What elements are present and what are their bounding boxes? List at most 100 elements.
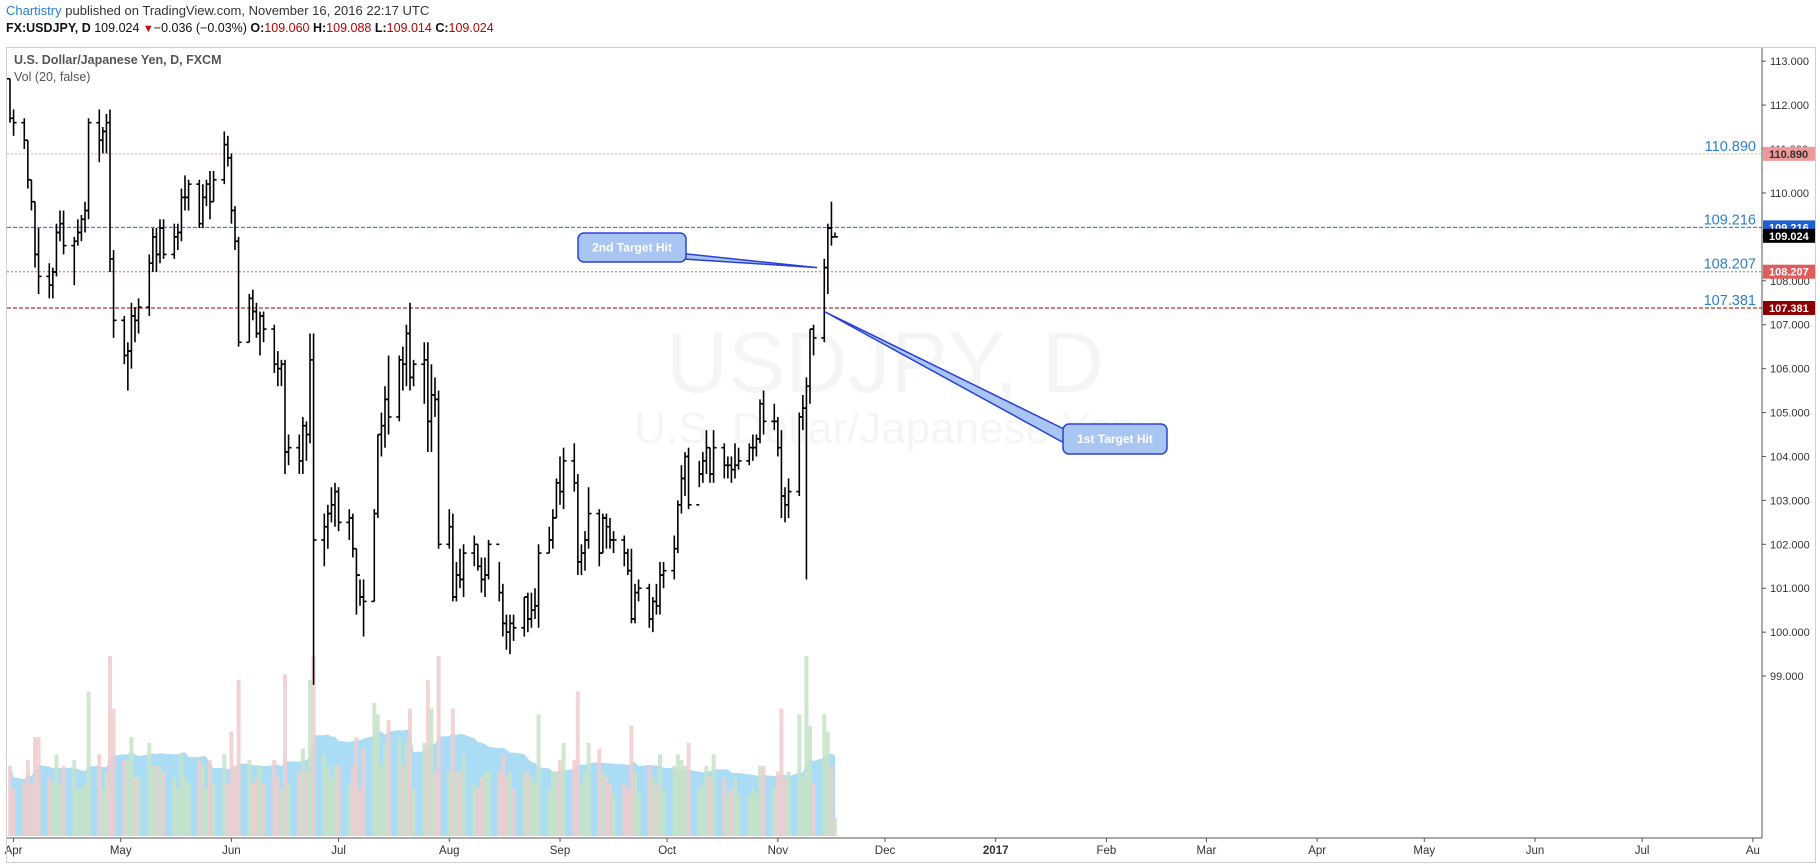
ohlc-bar [428, 364, 435, 453]
volume-bar [383, 742, 387, 836]
legend-volume: Vol (20, false) [14, 70, 90, 84]
ohlc-bar [810, 324, 817, 356]
price-tick-label: 101.000 [1770, 583, 1810, 595]
volume-bar [625, 788, 630, 836]
price-axis[interactable]: 99.000 100.000 101.000 102.000 103.000 104.00… [1761, 47, 1816, 863]
time-tick-label: Apr [5, 845, 23, 857]
callout-text: 2nd Target Hit [592, 241, 672, 255]
ohlc-bar [310, 333, 317, 685]
publish-text: published on TradingView.com, November 1… [65, 3, 430, 18]
ohlc-bar [307, 333, 313, 444]
ohlc-bar [232, 206, 238, 251]
volume-bar [58, 782, 62, 836]
ohlc-bar [171, 223, 178, 259]
volume-bar [354, 737, 359, 836]
volume-bar [275, 777, 280, 836]
volume-bar [172, 777, 177, 836]
volume-bar [397, 737, 402, 836]
ohlc-bar [357, 574, 363, 606]
volume-bar [779, 708, 784, 836]
ohlc-bar [132, 307, 138, 343]
volume-bar [475, 788, 480, 836]
ohlc-bar [235, 236, 242, 347]
ohlc-bar [382, 386, 388, 448]
ohlc-bar [135, 298, 142, 334]
ohlc-bar [674, 500, 681, 554]
volume-bar [572, 760, 577, 836]
volume-bar [125, 760, 130, 836]
level-label: 108.207 [1704, 257, 1756, 273]
level-label: 107.381 [1704, 293, 1756, 309]
volume-bar [586, 742, 591, 836]
publish-info: Chartistry published on TradingView.com,… [6, 3, 429, 18]
volume-bar [675, 754, 680, 836]
ohlc-bars[interactable] [7, 77, 838, 685]
ohlc-bar [149, 228, 156, 272]
volume-bar [408, 708, 412, 836]
ohlc-bar [128, 302, 135, 369]
volume-bar [336, 765, 341, 836]
volume-bar [247, 760, 252, 836]
volume-bar [150, 765, 155, 836]
ohlc-bar [324, 504, 331, 549]
volume-bar [250, 782, 255, 836]
volume-bar [629, 725, 634, 836]
ohlc-bar [321, 513, 328, 567]
volume-bar [700, 782, 705, 836]
volume-bar [800, 777, 805, 836]
volume-bar [458, 771, 462, 836]
open-label: O: [250, 21, 265, 35]
ohlc-bar [121, 315, 128, 365]
ohlc-bar [828, 201, 835, 246]
ohlc-bar [224, 135, 231, 167]
volume-bar [454, 771, 459, 836]
callout-text: 1st Target Hit [1077, 432, 1153, 446]
ohlc-bar [607, 517, 613, 549]
volume-bar [804, 656, 809, 836]
volume-bar [386, 720, 391, 836]
volume-bar [658, 754, 662, 836]
volume-bar [404, 742, 409, 836]
price-tick-label: 108.000 [1770, 276, 1810, 288]
volume-bar [311, 656, 316, 836]
ohlc-bar [178, 188, 185, 242]
volume-bar [750, 788, 755, 836]
volume-bar [436, 656, 441, 836]
ohlc-bar [10, 109, 17, 136]
ohlc-bar [696, 460, 703, 506]
volume-bar [47, 777, 52, 836]
annotations[interactable]: 2nd Target Hit 1st Target Hit [577, 232, 1168, 455]
volume-bar [811, 782, 816, 836]
callout[interactable]: 2nd Target Hit [577, 232, 818, 269]
volume-bar [461, 754, 466, 836]
volume-bar [672, 765, 677, 836]
time-tick-label: Mar [1197, 845, 1217, 857]
volume-bar [29, 782, 34, 836]
volume-bar [233, 765, 237, 836]
ohlc-bar [303, 421, 310, 461]
ohlc-bar [660, 561, 667, 589]
volume-bar [72, 760, 77, 836]
ohlc-bar [157, 219, 163, 264]
time-axis[interactable]: Apr May Jun Jul Aug Sep Oct Nov Dec 2017 Feb Mar Apr… [5, 837, 1762, 857]
time-tick-label: Jun [222, 845, 241, 857]
volume-bar [450, 708, 455, 836]
callout[interactable]: 1st Target Hit [823, 310, 1168, 455]
volume-bar [197, 760, 202, 836]
volume-bar [133, 777, 137, 836]
volume-bar [379, 765, 384, 836]
volume-bar [583, 771, 587, 836]
price-change: −0.036 (−0.03%) [153, 21, 247, 35]
price-tick-label: 100.000 [1770, 627, 1810, 639]
volume-bar [329, 777, 334, 836]
volume-bar [161, 771, 166, 836]
volume-bar [304, 771, 309, 836]
ohlc-bar [460, 544, 467, 598]
symbol-label: FX:USDJPY, D [6, 21, 91, 35]
volume-bar [575, 691, 580, 836]
volume-bar [104, 771, 109, 836]
last-price-label: 109.024 [1769, 231, 1810, 243]
ohlc-bar [457, 548, 463, 589]
author-link[interactable]: Chartistry [6, 3, 62, 18]
